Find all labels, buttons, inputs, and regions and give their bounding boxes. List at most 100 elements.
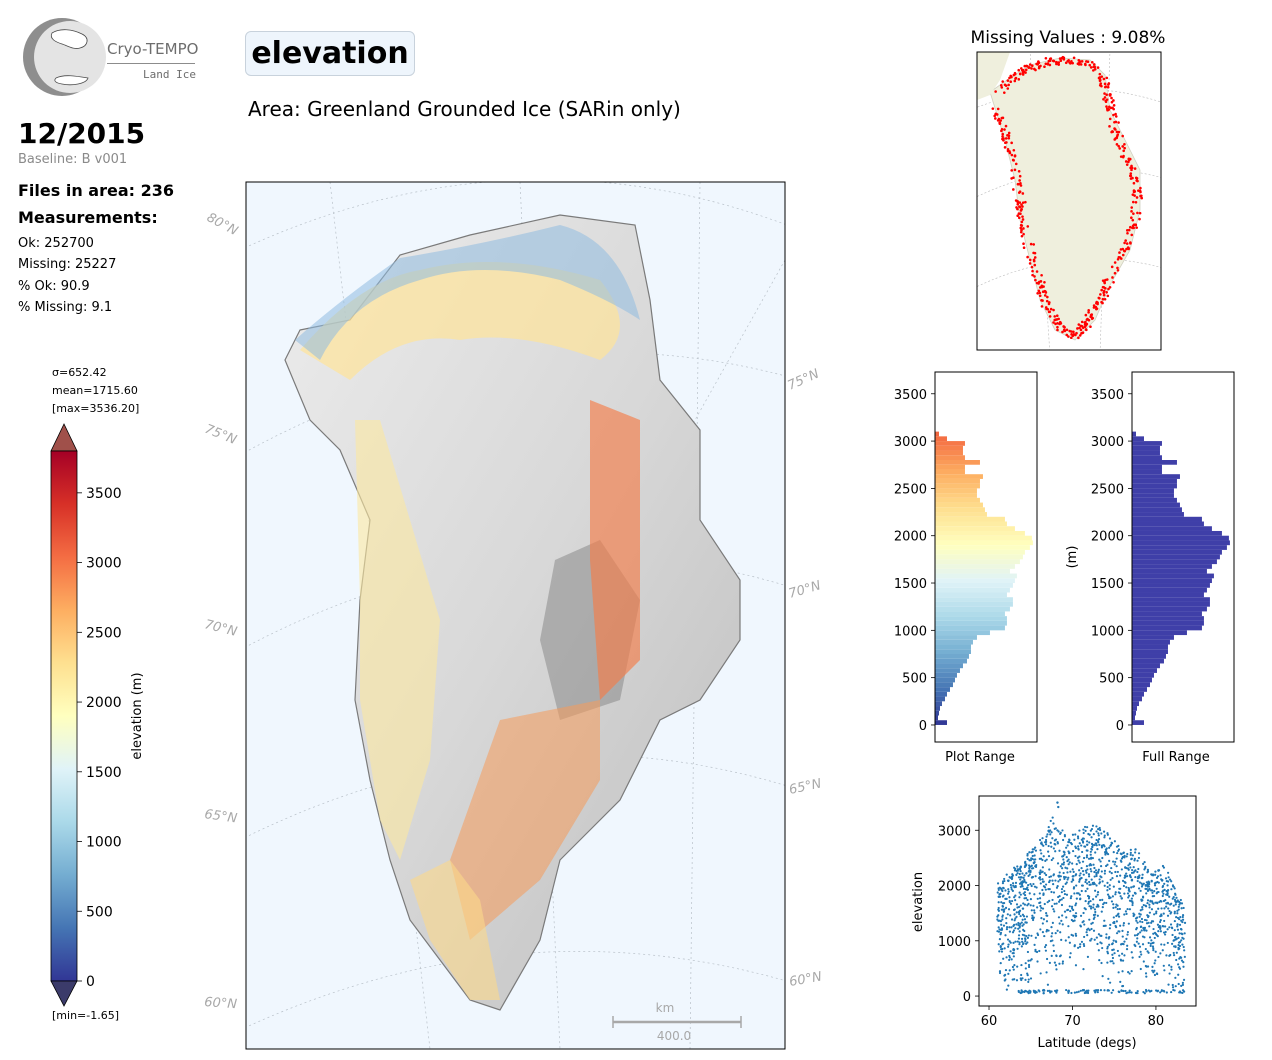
scatter-point xyxy=(1153,973,1157,977)
scatter-point xyxy=(1027,874,1030,878)
scatter-point xyxy=(1145,905,1148,908)
missing-point xyxy=(1114,137,1117,140)
missing-point xyxy=(1098,77,1102,81)
scatter-point xyxy=(1160,900,1163,903)
missing-map-title: Missing Values : 9.08% xyxy=(970,28,1166,48)
scatter-point xyxy=(1105,850,1108,853)
histogram-bar xyxy=(935,583,1013,588)
scatter-point xyxy=(1121,935,1124,938)
scatter-point xyxy=(1069,870,1072,873)
histogram-bar xyxy=(1132,682,1150,688)
scatter-point xyxy=(1077,848,1080,851)
missing-point xyxy=(1100,75,1104,78)
scatter-point xyxy=(1042,880,1045,883)
scatter-point xyxy=(1086,849,1089,852)
missing-point xyxy=(1138,211,1142,215)
scatter-point xyxy=(1021,977,1024,980)
scatter-point xyxy=(1073,838,1076,841)
scatter-point xyxy=(1140,899,1143,902)
scatter-point xyxy=(1123,880,1126,884)
scatter-point xyxy=(1099,865,1103,868)
scatter-point xyxy=(1036,960,1039,963)
scatter-point xyxy=(1154,989,1158,992)
histogram-bar xyxy=(1132,573,1214,579)
histogram-bar xyxy=(935,441,965,446)
scatter-point xyxy=(1019,991,1022,994)
scatter-point xyxy=(1012,924,1015,928)
scatter-point xyxy=(1062,850,1065,853)
scatter-point xyxy=(1148,936,1152,939)
scatter-point xyxy=(1053,902,1056,905)
scatter-point xyxy=(1079,898,1082,901)
histogram-bar xyxy=(935,715,938,721)
missing-point xyxy=(1056,328,1059,332)
scatter-ylabel: elevation xyxy=(911,872,926,932)
scatter-point xyxy=(1094,869,1098,872)
scatter-point xyxy=(1108,859,1111,862)
missing-point xyxy=(1112,99,1115,102)
scatter-point xyxy=(1052,822,1055,825)
scatter-point xyxy=(1093,870,1096,874)
scatter-point xyxy=(1011,965,1015,969)
scatter-point xyxy=(1051,879,1054,882)
scatter-point xyxy=(997,906,1000,910)
scatter-xlabel: Latitude (degs) xyxy=(1037,1036,1136,1051)
scatter-point xyxy=(1092,903,1095,906)
scatter-point xyxy=(1058,962,1061,965)
scatter-point xyxy=(1084,899,1087,903)
scatter-point xyxy=(1163,990,1166,993)
scatter-point xyxy=(1167,876,1170,879)
scatter-point xyxy=(1173,912,1176,915)
scatter-xtick-label: 70 xyxy=(1064,1014,1081,1029)
missing-point xyxy=(999,84,1003,87)
scatter-point xyxy=(1116,907,1119,911)
scatter-point xyxy=(1089,867,1092,871)
scatter-point xyxy=(1051,921,1054,925)
scatter-point xyxy=(1050,890,1053,894)
scatter-point xyxy=(1019,878,1022,881)
scatter-point xyxy=(1068,861,1071,864)
scatter-point xyxy=(1048,888,1051,891)
scatter-point xyxy=(997,926,1000,929)
scatter-point xyxy=(997,930,1001,933)
scatter-point xyxy=(1038,949,1041,953)
scatter-point xyxy=(1021,942,1025,946)
histogram-bar xyxy=(935,644,971,650)
scatter-point xyxy=(1009,914,1012,917)
scatter-point xyxy=(1139,920,1142,923)
scatter-point xyxy=(1001,904,1004,908)
scatter-point xyxy=(1168,878,1172,881)
missing-point xyxy=(1033,251,1037,255)
scatter-point xyxy=(1043,934,1046,938)
scatter-point xyxy=(1045,835,1048,838)
scatter-point xyxy=(1112,851,1115,854)
histogram-full-range-xlabel: Full Range xyxy=(1142,750,1210,765)
scatter-point xyxy=(1145,929,1148,932)
scatter-point xyxy=(1073,892,1076,895)
histogram-bar xyxy=(1132,658,1164,664)
missing-point xyxy=(1069,336,1073,340)
scatter-point xyxy=(1062,871,1065,875)
colorbar-tick-label: 3000 xyxy=(86,556,122,572)
scatter-point xyxy=(1163,969,1166,972)
missing-point xyxy=(1075,331,1078,335)
scatter-point xyxy=(1093,908,1097,911)
histogram-bar xyxy=(1132,526,1212,531)
scatter-point xyxy=(1140,882,1143,885)
scatter-point xyxy=(1139,909,1142,912)
missing-point xyxy=(1030,64,1034,68)
scatter-point xyxy=(1016,869,1019,872)
scatter-point xyxy=(1041,888,1044,892)
scatter-point xyxy=(1153,962,1156,965)
scatter-point xyxy=(1096,871,1100,874)
scatter-point xyxy=(1175,916,1178,919)
scatter-point xyxy=(1047,855,1051,858)
scatter-point xyxy=(1160,907,1163,910)
missing-point xyxy=(1049,57,1053,60)
scatter-point xyxy=(1156,923,1160,926)
scatter-point xyxy=(1106,893,1110,896)
missing-point xyxy=(1114,115,1118,118)
histogram-bar xyxy=(1132,587,1207,593)
missing-point xyxy=(1090,60,1094,64)
